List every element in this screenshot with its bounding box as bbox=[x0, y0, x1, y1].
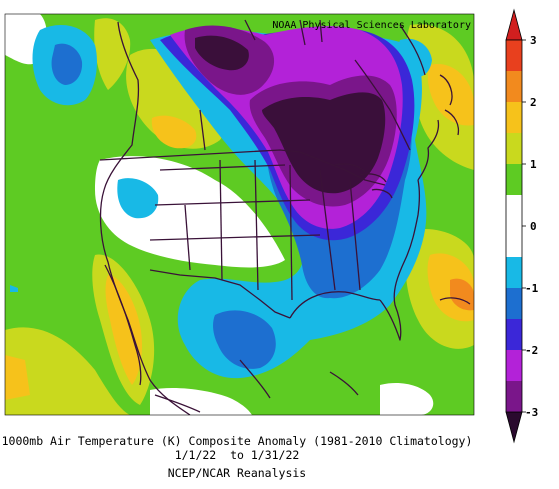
anomaly-field-southwest-warm bbox=[5, 327, 130, 415]
atlantic-coast-florida bbox=[379, 179, 421, 341]
great-lakes bbox=[334, 163, 393, 199]
arctic-islands bbox=[244, 19, 323, 46]
state-line-1 bbox=[199, 109, 206, 151]
anomaly-field-great-basin-cold bbox=[117, 178, 159, 219]
colorbar-bin-9 bbox=[506, 350, 522, 381]
new-england-coast bbox=[417, 119, 440, 181]
colorbar-bin-3 bbox=[506, 133, 522, 164]
colorbar-tick-label-6: -3 bbox=[525, 406, 538, 419]
anomaly-field-neutral-south bbox=[150, 387, 252, 415]
political-boundaries bbox=[99, 19, 471, 415]
colorbar-bin-8 bbox=[506, 319, 522, 350]
state-line-6 bbox=[254, 159, 259, 291]
anomaly-field-rockies-warm-inner bbox=[151, 115, 197, 149]
colorbar: 3 2 1 0 -1 -2 -3 bbox=[505, 8, 539, 444]
colorbar-bin-2 bbox=[506, 102, 522, 133]
us-mexico-border bbox=[149, 269, 291, 319]
state-line-3 bbox=[154, 199, 311, 206]
colorbar-tick-label-0: 3 bbox=[530, 34, 537, 47]
colorbar-bin-5 bbox=[506, 195, 522, 257]
colorbar-tick-label-1: 2 bbox=[530, 96, 537, 109]
pacific-coastline bbox=[99, 21, 191, 415]
state-line-8 bbox=[319, 169, 336, 291]
colorbar-bin-4 bbox=[506, 164, 522, 195]
us-canada-border bbox=[99, 149, 386, 186]
state-line-5 bbox=[219, 159, 223, 281]
colorbar-bin-6 bbox=[506, 257, 522, 288]
anomaly-field-small-cold-patch bbox=[10, 285, 18, 292]
anomaly-field-neutral-caribbean bbox=[380, 383, 434, 415]
colorbar-bin-7 bbox=[506, 288, 522, 319]
newfoundland-outline bbox=[439, 74, 460, 136]
colorbar-tick-label-4: -1 bbox=[525, 282, 539, 295]
colorbar-tick-label-2: 1 bbox=[530, 158, 537, 171]
anomaly-field-atlantic-canada-warm-inner bbox=[427, 64, 474, 126]
colorbar-under-triangle bbox=[505, 411, 523, 444]
colorbar-over-triangle bbox=[505, 8, 523, 41]
baja-peninsula bbox=[104, 264, 142, 386]
labrador-coast bbox=[399, 24, 426, 76]
anomaly-field-baja-warm-inner bbox=[105, 275, 143, 385]
caption-date-range: 1/1/22 to 1/31/22 bbox=[175, 448, 300, 462]
central-america-outline bbox=[154, 359, 359, 413]
gulf-coast bbox=[289, 291, 381, 319]
state-line-2 bbox=[159, 164, 286, 171]
colorbar-bin-1 bbox=[506, 71, 522, 102]
colorbar-bin-10 bbox=[506, 381, 522, 412]
colorbar-bin-0 bbox=[506, 40, 522, 71]
colorbar-tick-label-3: 0 bbox=[530, 220, 537, 233]
anomaly-field-extreme-cold-core bbox=[262, 92, 386, 194]
state-line-7 bbox=[289, 164, 293, 301]
credit-label: NOAA Physical Sciences Laboratory bbox=[272, 20, 471, 31]
caption-title: 1000mb Air Temperature (K) Composite Ano… bbox=[2, 434, 473, 448]
map-frame bbox=[4, 13, 475, 416]
map-panel bbox=[5, 14, 474, 415]
caption-source: NCEP/NCAR Reanalysis bbox=[168, 466, 306, 480]
colorbar-tick-label-5: -2 bbox=[525, 344, 538, 357]
hudson-bay-outline bbox=[354, 59, 411, 151]
anomaly-field-extreme-cold-northwest bbox=[195, 35, 249, 71]
anomaly-field-pacific-warm bbox=[5, 355, 30, 400]
state-line-10 bbox=[184, 204, 191, 271]
state-line-9 bbox=[349, 179, 361, 291]
anomaly-field-mexico-cold bbox=[213, 310, 276, 369]
anomaly-field-gulf-of-alaska-cold-inner bbox=[51, 43, 83, 85]
cuba-outline bbox=[439, 297, 471, 305]
